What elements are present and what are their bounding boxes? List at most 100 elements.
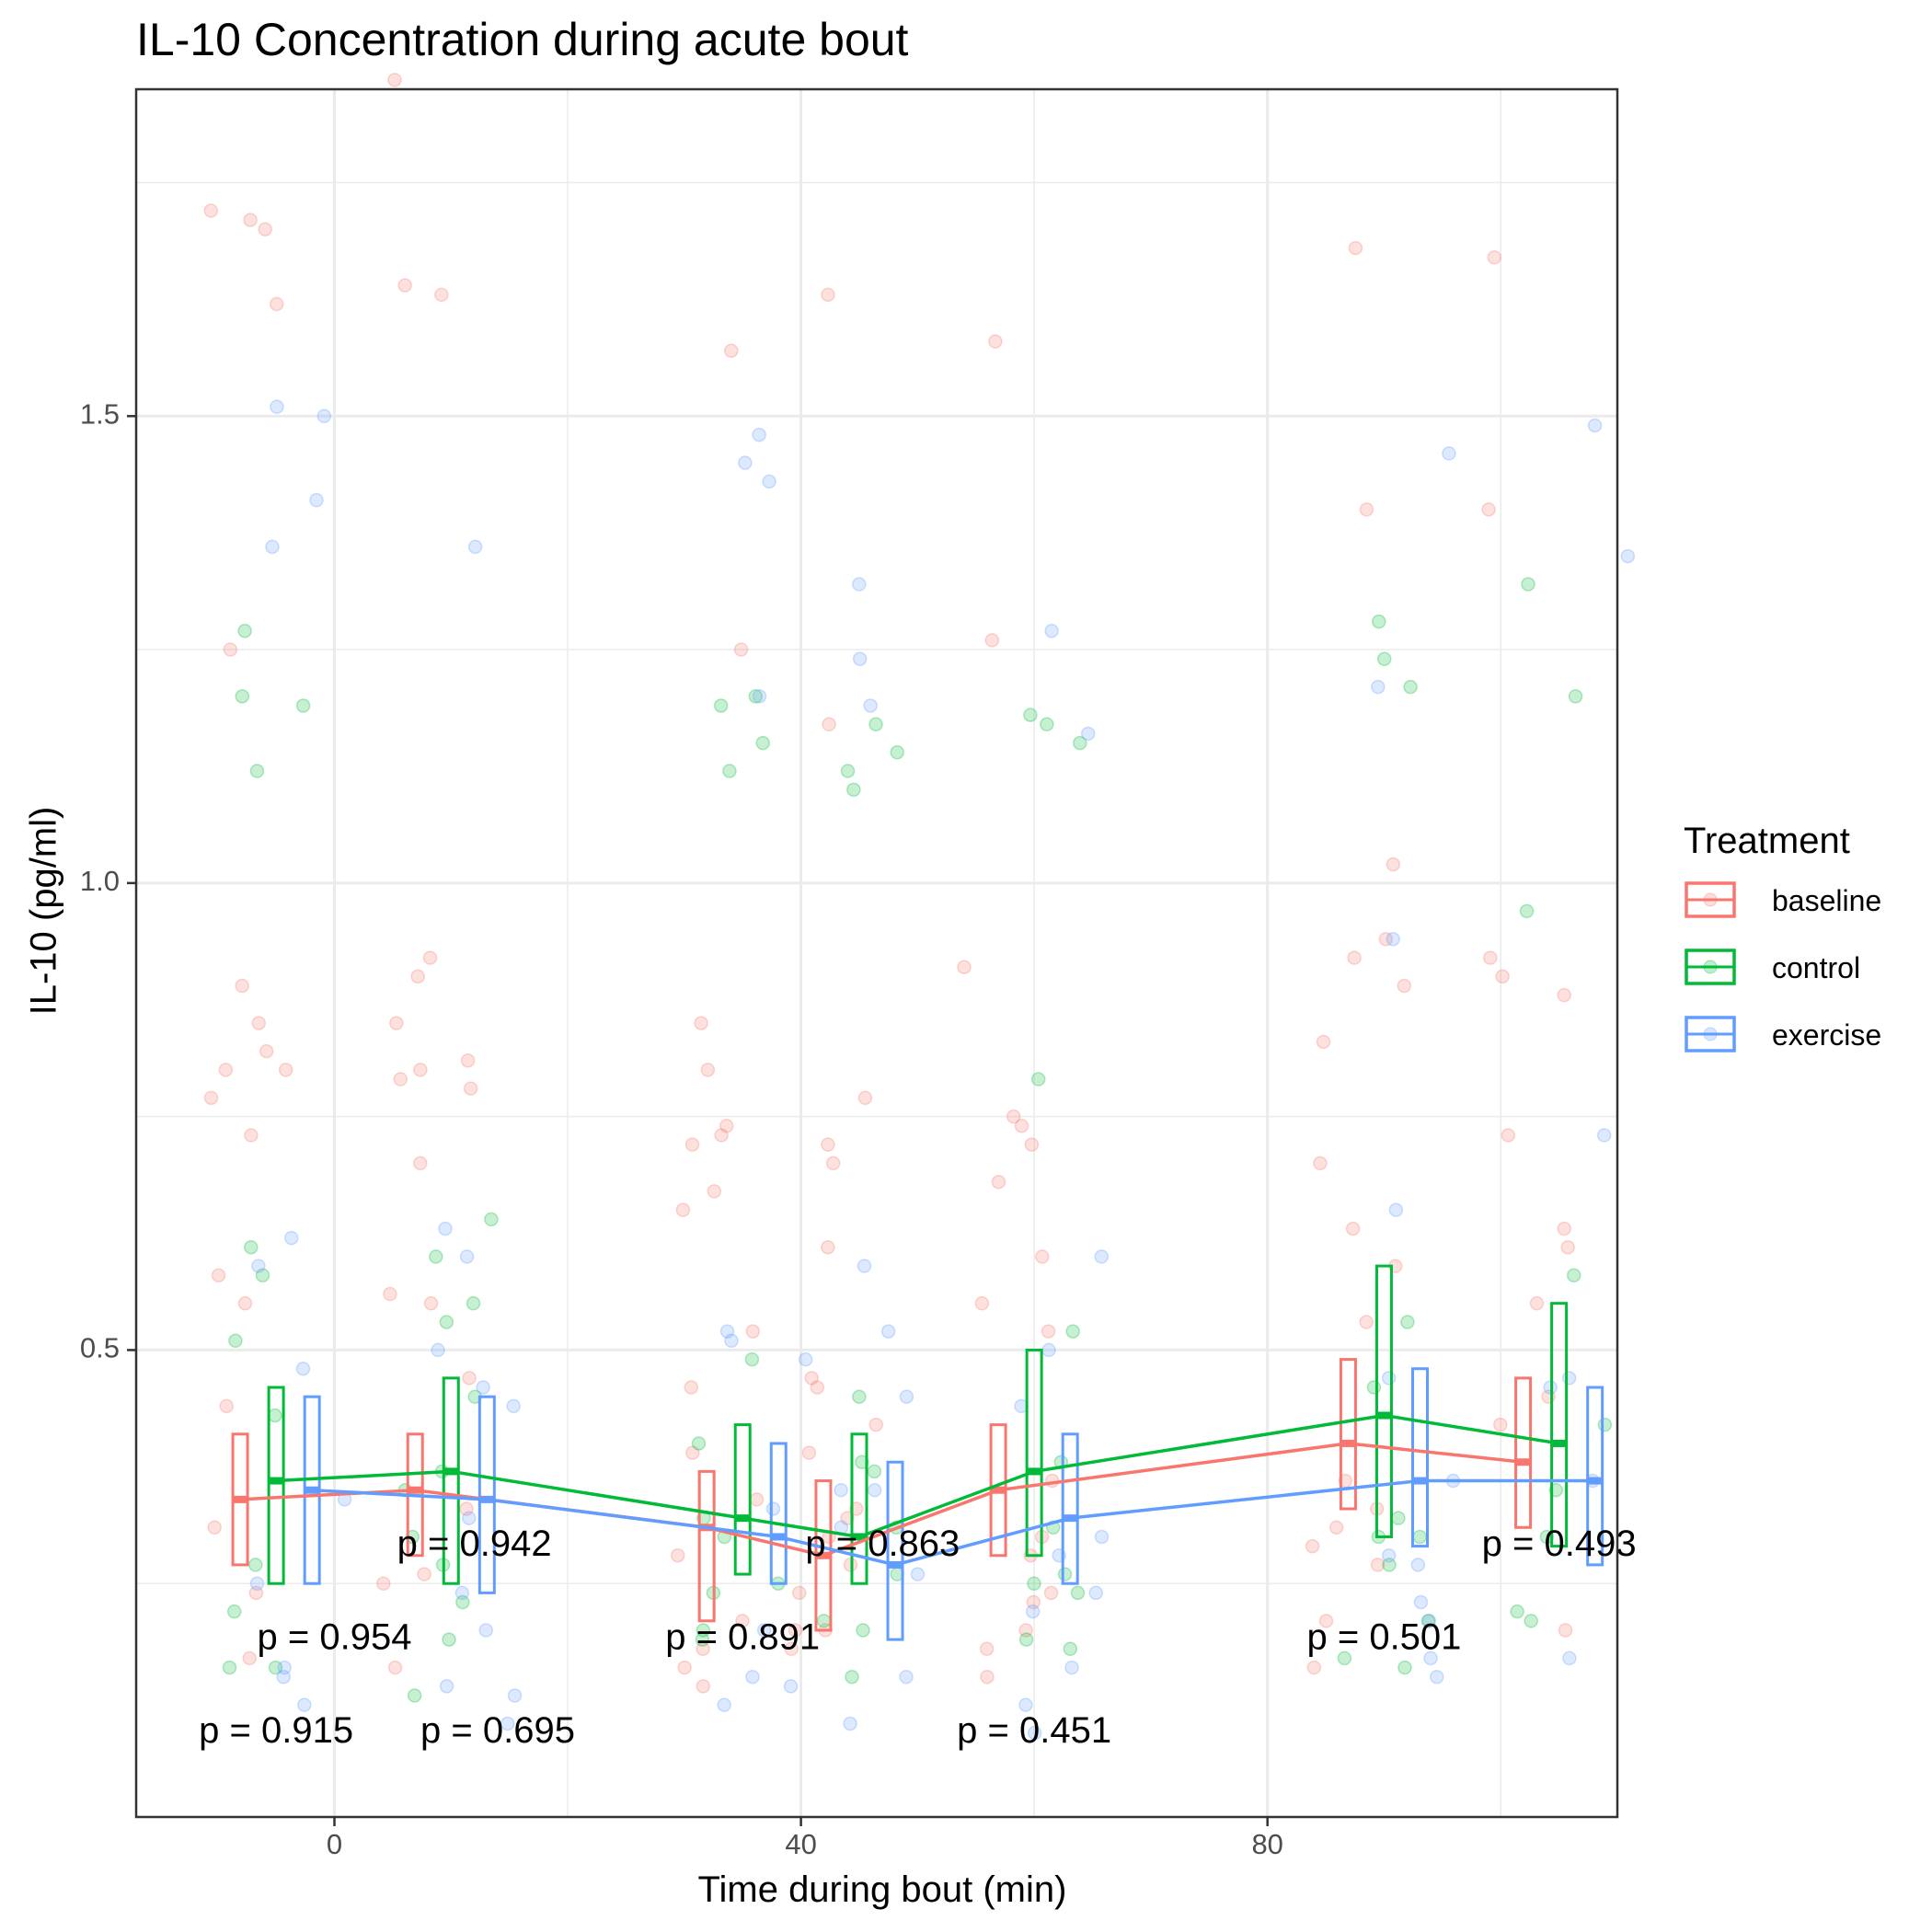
- data-point-control: [722, 764, 737, 778]
- legend-label-baseline: baseline: [1772, 884, 1882, 917]
- data-point-exercise: [270, 399, 284, 414]
- data-point-exercise: [899, 1389, 914, 1404]
- y-tick-label: 0.5: [80, 1332, 120, 1364]
- data-point-baseline: [1041, 1324, 1056, 1339]
- axes: 0 40 80 0.5 1.0 1.5: [80, 87, 1619, 1860]
- data-point-baseline: [417, 1567, 431, 1581]
- legend-point: [1703, 1027, 1718, 1041]
- data-point-baseline: [1318, 1614, 1334, 1628]
- data-point-control: [405, 1529, 420, 1545]
- data-point-exercise: [834, 1482, 848, 1498]
- data-point-baseline: [259, 1043, 274, 1059]
- data-point-baseline: [410, 969, 425, 984]
- data-point-exercise: [439, 1679, 454, 1694]
- data-point-exercise: [843, 1716, 857, 1731]
- data-point-control: [295, 698, 311, 713]
- data-point-control: [867, 1464, 882, 1479]
- data-point-control: [1510, 1604, 1524, 1619]
- data-point-control: [268, 1408, 282, 1423]
- data-point-exercise: [717, 1697, 731, 1712]
- data-point-exercise: [756, 1623, 772, 1638]
- data-point-baseline: [735, 1614, 750, 1628]
- data-point-exercise: [852, 651, 868, 666]
- data-point-exercise: [762, 474, 776, 489]
- data-point-baseline: [984, 633, 1000, 648]
- legend-key-control: [1685, 949, 1736, 985]
- data-point-baseline: [1024, 1137, 1040, 1152]
- data-point-baseline: [248, 1585, 264, 1601]
- data-point-exercise: [309, 492, 324, 508]
- data-point-control: [226, 1604, 242, 1619]
- data-point-baseline: [822, 717, 836, 732]
- x-tick-label: 0: [327, 1828, 342, 1860]
- data-point-baseline: [1328, 1520, 1344, 1535]
- data-point-baseline: [223, 642, 238, 657]
- data-point-baseline: [1495, 969, 1510, 984]
- data-point-baseline: [784, 1641, 799, 1657]
- data-point-baseline: [724, 343, 739, 358]
- data-point-baseline: [278, 1063, 293, 1077]
- data-point-exercise: [752, 427, 766, 443]
- data-point-baseline: [1483, 950, 1498, 965]
- box-exercise: [886, 1460, 904, 1641]
- data-point-baseline: [821, 287, 835, 303]
- data-point-control: [268, 1660, 283, 1675]
- data-point-control: [1412, 1529, 1427, 1545]
- box-baseline: [1514, 1376, 1533, 1529]
- data-point-exercise: [1413, 1594, 1429, 1610]
- data-point-exercise: [431, 1342, 445, 1358]
- y-axis-label: IL-10 (pg/ml): [23, 806, 64, 1016]
- data-point-baseline: [1018, 1623, 1033, 1638]
- data-point-control: [695, 1632, 710, 1647]
- data-point-baseline: [1359, 502, 1374, 517]
- data-point-control: [237, 624, 252, 638]
- data-point-baseline: [749, 1492, 765, 1507]
- data-point-control: [1057, 1567, 1073, 1581]
- data-point-exercise: [1064, 1660, 1079, 1675]
- data-point-control: [1040, 717, 1054, 732]
- data-point-control: [846, 782, 861, 798]
- box-exercise: [1411, 1367, 1430, 1548]
- data-point-baseline: [270, 296, 284, 312]
- data-point-control: [1420, 1614, 1436, 1628]
- data-point-exercise: [765, 1501, 781, 1516]
- data-point-baseline: [1305, 1538, 1320, 1554]
- data-point-baseline: [1014, 1119, 1029, 1133]
- data-point-exercise: [1423, 1650, 1438, 1666]
- data-point-baseline: [696, 1641, 710, 1657]
- data-point-exercise: [284, 1230, 299, 1246]
- data-point-baseline: [1557, 987, 1571, 1003]
- data-point-baseline: [1035, 1249, 1050, 1264]
- data-point-baseline: [821, 1240, 835, 1255]
- data-point-exercise: [478, 1623, 493, 1638]
- x-axis-label: Time during bout (min): [697, 1869, 1067, 1910]
- p-value-label: p = 0.695: [420, 1710, 575, 1751]
- data-point-exercise: [265, 539, 280, 555]
- data-point-exercise: [316, 408, 332, 424]
- data-point-baseline: [677, 1660, 692, 1675]
- data-point-baseline: [801, 1445, 817, 1460]
- legend-label-exercise: exercise: [1772, 1018, 1882, 1052]
- data-point-control: [1400, 1315, 1415, 1329]
- data-point-exercise: [1587, 418, 1603, 433]
- data-point-baseline: [979, 1641, 995, 1657]
- data-point-control: [855, 1455, 869, 1469]
- data-point-baseline: [207, 1520, 222, 1535]
- data-point-exercise: [1620, 548, 1636, 564]
- data-point-control: [691, 1436, 707, 1451]
- data-point-control: [1027, 1576, 1041, 1591]
- data-point-baseline: [243, 213, 258, 227]
- data-point-baseline: [825, 1156, 841, 1171]
- data-point-exercise: [1442, 446, 1456, 461]
- box-control: [733, 1423, 752, 1576]
- data-point-control: [1568, 689, 1583, 704]
- data-point-control: [1382, 1558, 1397, 1572]
- data-point-control: [442, 1632, 456, 1647]
- data-point-control: [1376, 651, 1392, 666]
- data-point-exercise: [1018, 1697, 1033, 1712]
- data-point-baseline: [463, 1081, 478, 1096]
- data-point-baseline: [868, 1417, 884, 1432]
- x-tick-label: 40: [785, 1828, 816, 1860]
- data-point-exercise: [798, 1351, 813, 1367]
- box-exercise: [769, 1442, 788, 1585]
